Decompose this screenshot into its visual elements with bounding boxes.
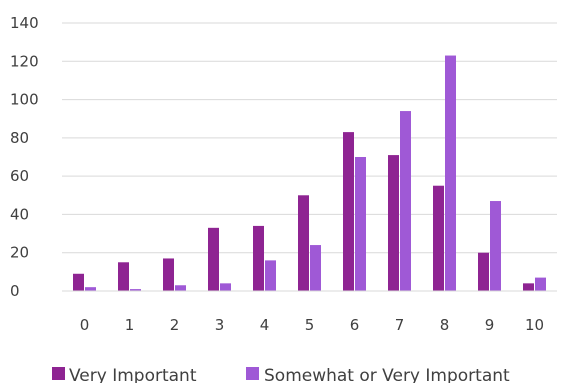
y-tick-label: 20 (10, 244, 29, 262)
bar-very-important-2 (163, 258, 174, 291)
y-tick-label: 0 (10, 282, 20, 300)
bar-very-important-7 (388, 155, 399, 291)
bar-very-important-9 (478, 252, 489, 291)
y-tick-label: 120 (10, 52, 39, 70)
legend-label: Somewhat or Very Important (264, 366, 510, 383)
bar-somewhat-or-very-important-7 (400, 111, 411, 291)
bar-very-important-8 (433, 185, 444, 291)
legend-label: Very Important (69, 366, 197, 383)
bar-somewhat-or-very-important-5 (310, 245, 321, 291)
x-tick-label: 4 (260, 316, 270, 334)
bar-very-important-6 (343, 132, 354, 291)
x-tick-label: 0 (80, 316, 90, 334)
bar-very-important-4 (253, 225, 264, 291)
gridlines (62, 22, 557, 254)
bar-somewhat-or-very-important-1 (130, 289, 141, 291)
legend-swatch (246, 367, 259, 380)
bar-somewhat-or-very-important-10 (535, 277, 546, 291)
y-tick-label: 140 (10, 14, 39, 32)
x-tick-label: 10 (525, 316, 544, 334)
legend: Very Important Somewhat or Very Important (52, 366, 510, 383)
bar-very-important-0 (73, 273, 84, 291)
bar-somewhat-or-very-important-4 (265, 260, 276, 291)
y-tick-label: 40 (10, 205, 29, 223)
bar-somewhat-or-very-important-0 (85, 287, 96, 291)
y-tick-label: 60 (10, 167, 29, 185)
bar-very-important-3 (208, 227, 219, 291)
x-tick-label: 5 (305, 316, 315, 334)
x-tick-label: 7 (395, 316, 405, 334)
legend-swatch (52, 367, 65, 380)
bar-very-important-1 (118, 262, 129, 291)
x-tick-label: 9 (485, 316, 495, 334)
y-axis-tick-labels: 0 20 40 60 80 100 120 140 (10, 14, 39, 300)
x-tick-label: 6 (350, 316, 360, 334)
x-tick-label: 1 (125, 316, 135, 334)
bar-somewhat-or-very-important-3 (220, 283, 231, 291)
bar-somewhat-or-very-important-9 (490, 201, 501, 291)
y-tick-label: 80 (10, 129, 29, 147)
bar-somewhat-or-very-important-6 (355, 157, 366, 291)
x-tick-label: 2 (170, 316, 180, 334)
x-tick-label: 3 (215, 316, 225, 334)
bar-very-important-5 (298, 195, 309, 291)
bars (73, 55, 546, 291)
bar-very-important-10 (523, 283, 534, 291)
bar-somewhat-or-very-important-2 (175, 285, 186, 291)
x-axis-tick-labels: 0 1 2 3 4 5 6 7 8 9 10 (80, 316, 544, 334)
x-tick-label: 8 (440, 316, 450, 334)
bar-somewhat-or-very-important-8 (445, 55, 456, 291)
y-tick-label: 100 (10, 91, 39, 109)
